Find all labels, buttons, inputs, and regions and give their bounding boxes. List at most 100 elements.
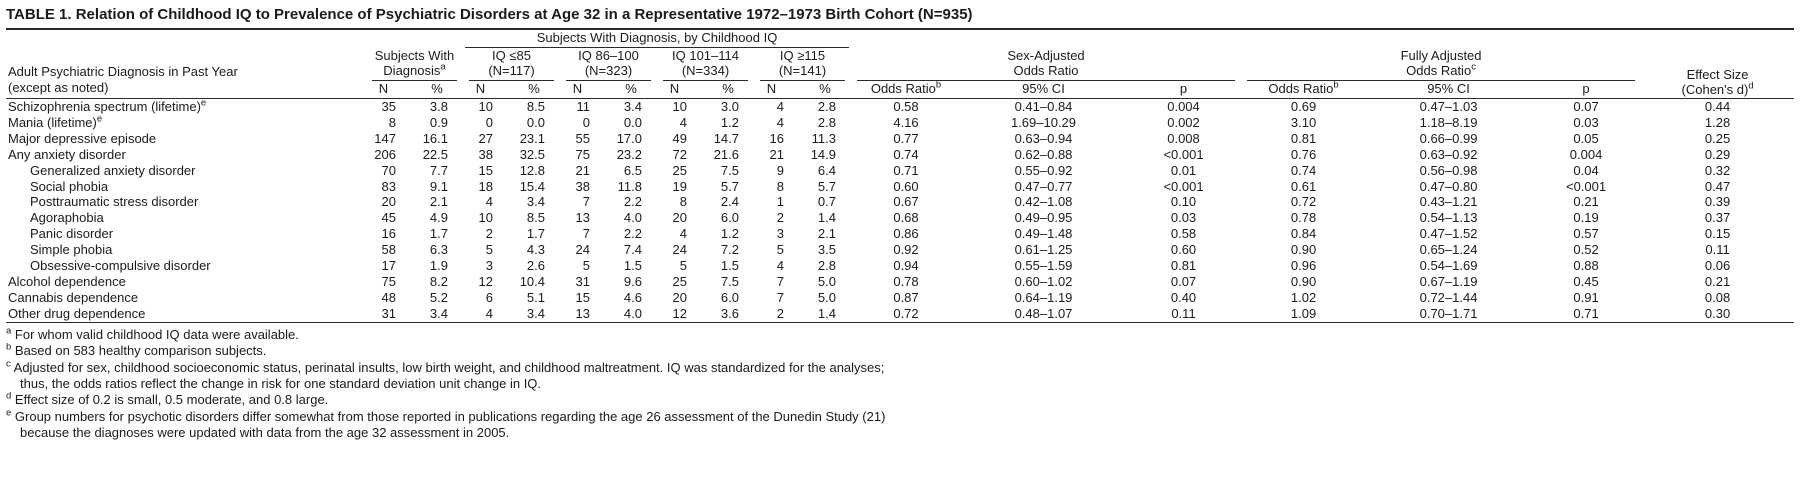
cell: 5.7 (817, 178, 836, 194)
col-header-odds-ratio: Odds Ratiob (1241, 80, 1367, 99)
header-row-leaf: N % N % N % N % N % Odds Ratiob 95% CI p… (6, 80, 1794, 99)
stub-line1: Adult Psychiatric Diagnosis in Past Year (8, 64, 238, 79)
cell: 38 (478, 146, 493, 162)
cell: 0.0 (526, 114, 545, 130)
cell: 7 (582, 226, 590, 242)
cell: 1.9 (429, 258, 448, 274)
cell: 5 (776, 242, 784, 258)
cell: 2.8 (817, 258, 836, 274)
cell: 6.5 (623, 162, 642, 178)
cell: 9.6 (623, 273, 642, 289)
table-row: Alcohol dependence 75 8.2 12 10.4 31 9.6 25 7.5 7… (6, 274, 1794, 290)
cell: 0 (582, 114, 590, 130)
cell: 0 (485, 114, 493, 130)
fully-adjusted-group-header: Fully Adjusted Odds Ratioc (1241, 30, 1641, 81)
cell: 0.42–1.08 (1014, 194, 1073, 210)
col-header-n: N (657, 81, 702, 99)
cell: 0.11 (1705, 242, 1730, 258)
cell: 0.86 (893, 226, 919, 242)
cell: 3.6 (702, 305, 754, 323)
cell: 0.008 (1167, 130, 1200, 146)
cell: 9 (776, 162, 784, 178)
cell: 4.9 (429, 210, 448, 226)
table-row: Major depressive episode 147 16.1 27 23.1 55 1… (6, 131, 1794, 147)
cell: 0.91 (1573, 289, 1599, 305)
cell: 0.63–0.94 (1014, 130, 1073, 146)
cell: 0.49–1.48 (1014, 226, 1073, 242)
row-label: Posttraumatic stress disorder (30, 194, 199, 210)
cell: 2.8 (817, 99, 836, 114)
row-label: Major depressive episode (8, 130, 157, 146)
footnote: a For whom valid childhood IQ data were … (6, 325, 299, 342)
cell: 0.06 (1704, 258, 1731, 274)
cell: 1.5 (623, 258, 642, 274)
cell: 0.54–1.13 (1419, 210, 1478, 226)
table-row: Any anxiety disorder 206 22.5 38 32.5 75 23.2 7… (6, 147, 1794, 163)
cell: 0.67–1.19 (1419, 273, 1478, 289)
cell: 6.0 (720, 289, 739, 305)
cell: 0.70–1.71 (1366, 305, 1532, 323)
cell: 10 (672, 99, 687, 114)
cell: 2 (776, 210, 784, 226)
row-label: Agoraphobia (30, 210, 104, 226)
cell: 0.002 (1167, 114, 1200, 130)
cell: 0.71 (893, 162, 919, 178)
cell: 58 (381, 242, 396, 258)
col-header-pct: % (411, 81, 463, 99)
cell: 0.01 (1170, 162, 1197, 178)
cell: 18 (478, 178, 493, 194)
row-label: Schizophrenia spectrum (lifetime)e (8, 97, 207, 114)
cell: 0.72 (851, 305, 961, 323)
footnote: c Adjusted for sex, childhood socioecono… (6, 358, 885, 391)
subjects-group-header: Subjects With Diagnosisa (366, 48, 463, 81)
cell: 3.5 (817, 242, 836, 258)
cell: 3.4 (411, 305, 463, 323)
cell: 0.77 (893, 130, 919, 146)
table-row: Mania (lifetime)e 8 0.9 0 0.0 0 0.0 4 1.2 4 2.8 4.1… (6, 113, 1794, 131)
header-row-spanner: Adult Psychiatric Diagnosis in Past Year… (6, 30, 1795, 99)
cell: 0.05 (1573, 130, 1599, 146)
cell: 2.6 (526, 258, 545, 274)
cell: 1 (776, 194, 784, 210)
cell: 7.7 (429, 162, 448, 178)
cell: 0.54–1.69 (1419, 258, 1478, 274)
cell: 9.1 (429, 178, 448, 194)
table-row: Posttraumatic stress disorder 20 2.1 4 3.4 7 2… (6, 194, 1794, 210)
table-row: Schizophrenia spectrum (lifetime)e 35 3.8 1… (6, 97, 1794, 115)
iq-group-header-3: IQ 101–114 (N=334) (657, 48, 754, 81)
cell: 0.40 (1170, 289, 1197, 305)
iq-spanner-label: Subjects With Diagnosis, by Childhood IQ (465, 30, 849, 48)
cell: 11 (576, 99, 591, 114)
cell: 0.07 (1573, 99, 1599, 114)
cell: 22.5 (422, 146, 448, 162)
cell: 0.62–0.88 (1014, 146, 1073, 162)
col-header-pct: % (799, 81, 851, 99)
paper-page: TABLE 1. Relation of Childhood IQ to Pre… (6, 6, 1795, 440)
cell: 4.0 (623, 210, 642, 226)
table-row: Social phobia 83 9.1 18 15.4 38 11.8 19 5.7 8 5.7 0… (6, 179, 1794, 195)
cell: 4 (463, 305, 508, 323)
cell: <0.001 (1163, 146, 1204, 162)
cell: 0.78 (1290, 210, 1317, 226)
cell: 0.74 (893, 146, 919, 162)
cell: 0.88 (1573, 258, 1599, 274)
cell: 0.60 (1170, 242, 1197, 258)
cell: 7.5 (720, 162, 739, 178)
table-header: Adult Psychiatric Diagnosis in Past Year… (6, 30, 1795, 99)
cell: 0.25 (1704, 130, 1731, 146)
cell: 24 (672, 242, 687, 258)
cell: 0.55–1.59 (1014, 258, 1073, 274)
row-label: Social phobia (30, 178, 109, 194)
cell: 2.1 (817, 226, 836, 242)
cell: 1.4 (817, 210, 836, 226)
cell: 0.47–0.77 (1014, 178, 1073, 194)
cell: 0.004 (1167, 99, 1200, 114)
cell: 32.5 (519, 146, 545, 162)
cell: 17.0 (616, 130, 642, 146)
cell: 6.4 (817, 162, 836, 178)
cell: 49 (672, 130, 687, 146)
stub-line2: (except as noted) (8, 80, 109, 95)
row-label: Mania (lifetime)e (8, 113, 103, 130)
cell: 0.67 (893, 194, 919, 210)
cell: 8.5 (526, 210, 545, 226)
